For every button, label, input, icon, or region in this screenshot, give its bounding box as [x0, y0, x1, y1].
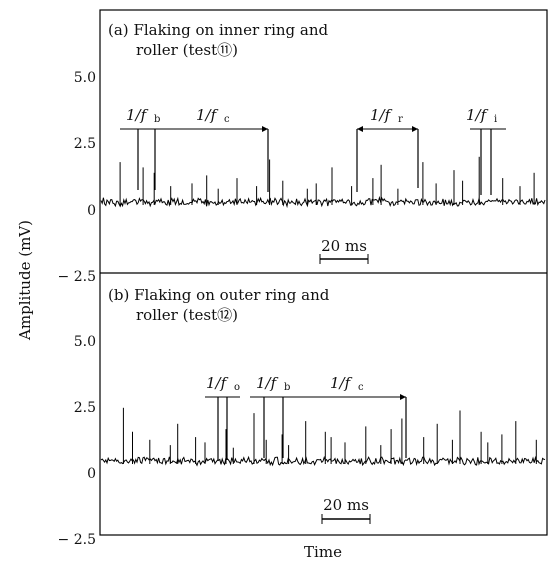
panel-a-spikes: [119, 156, 535, 205]
panel-a-scale-bar: 20 ms: [319, 237, 369, 264]
panel-b-annot-fo: 1/f o: [205, 374, 240, 460]
panel-b-title: Flaking on outer ring and: [134, 286, 330, 304]
panel-b-ytick-0: 0: [87, 466, 96, 482]
panel-a-annot-fi-label: 1/f: [466, 106, 489, 124]
panel-b-annot-fc-label: 1/f: [330, 374, 353, 392]
panel-a-annot-fr: 1/f r: [356, 106, 419, 192]
panel-a-annot-fi: 1/f i: [466, 106, 506, 195]
panel-a-annot-fr-sub: r: [398, 114, 403, 125]
panel-a-title: Flaking on inner ring and: [133, 21, 328, 39]
panel-a-ytick-neg2-5: − 2.5: [58, 269, 96, 285]
panel-a-annot-fb: 1/f b: [120, 106, 160, 190]
panel-a-annot-fc-arrowhead: [262, 126, 268, 132]
panel-a-annot-fc-sub: c: [224, 114, 230, 125]
panel-a-ytick-5: 5.0: [74, 70, 96, 86]
panel-a-annot-fr-label: 1/f: [370, 106, 393, 124]
panel-b-signal-trace: [100, 455, 546, 467]
panel-b-annot-fc-sub: c: [358, 382, 364, 393]
panel-b-title-line2: roller (test⑫): [136, 306, 238, 324]
panel-b-annot-fo-sub: o: [234, 382, 240, 393]
panel-a-annot-fb-sub: b: [154, 114, 160, 125]
panel-b-annot-fb: 1/f b: [250, 374, 290, 458]
panel-a-annot-fr-arrowhead-right: [412, 126, 418, 132]
x-axis-label: Time: [304, 543, 342, 561]
panel-a-annot-fr-arrowhead-left: [357, 126, 363, 132]
panel-b-spikes: [122, 407, 537, 464]
panel-b-ytick-5: 5.0: [74, 334, 96, 350]
panel-a-signal-trace: [100, 195, 546, 209]
panel-b-ytick-2-5: 2.5: [74, 400, 96, 416]
panel-a-annot-fb-label: 1/f: [126, 106, 149, 124]
panel-a-label: (a): [108, 21, 129, 39]
panel-b-title-line1: (b) Flaking on outer ring and: [108, 286, 330, 304]
panel-b: 5.0 2.5 0 − 2.5 (b) Flaking on outer rin…: [58, 286, 546, 548]
panel-b-ytick-neg2-5: − 2.5: [58, 532, 96, 548]
panel-a: 5.0 2.5 0 − 2.5 (a) Flaking on inner rin…: [58, 21, 546, 285]
panel-a-ytick-2-5: 2.5: [74, 136, 96, 152]
panel-a-scale-label: 20 ms: [321, 237, 367, 255]
panel-a-annot-fi-sub: i: [494, 114, 497, 125]
panel-b-scale-bar: 20 ms: [321, 496, 371, 524]
panel-a-title-line1: (a) Flaking on inner ring and: [108, 21, 328, 39]
panel-b-annot-fo-label: 1/f: [206, 374, 229, 392]
panel-a-title-line2: roller (test⑪): [136, 41, 238, 59]
panel-a-annot-fc: 1/f c: [155, 106, 269, 192]
panel-b-label: (b): [108, 286, 129, 304]
panel-b-annot-fb-label: 1/f: [256, 374, 279, 392]
panel-a-annot-fc-label: 1/f: [196, 106, 219, 124]
panel-b-annot-fc: 1/f c: [283, 374, 407, 458]
panel-b-annot-fb-sub: b: [284, 382, 290, 393]
panel-b-scale-label: 20 ms: [323, 496, 369, 514]
panel-b-annot-fc-arrowhead: [400, 394, 406, 400]
y-axis-label: Amplitude (mV): [16, 220, 34, 341]
panel-a-ytick-0: 0: [87, 203, 96, 219]
